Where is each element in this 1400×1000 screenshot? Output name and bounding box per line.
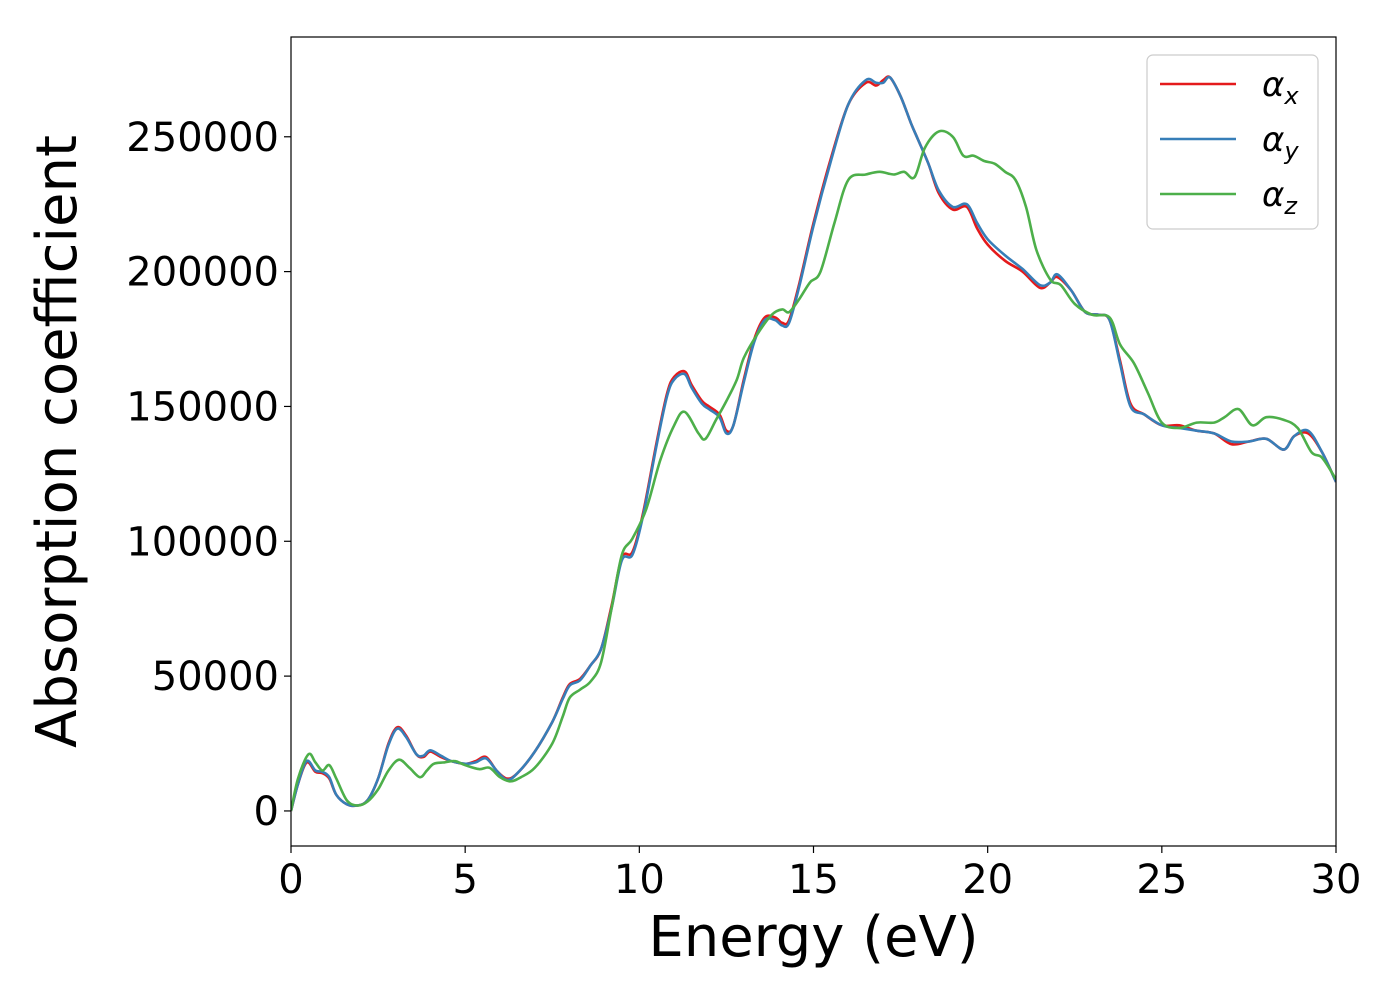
legend-box (1146, 54, 1319, 230)
y-tick-label: 200000 (126, 250, 279, 296)
x-tick-label: 30 (1311, 857, 1362, 903)
x-tick-labels: 0 5 10 15 20 25 30 (278, 846, 1361, 903)
legend-label-z: αz (1262, 175, 1298, 220)
x-tick-label: 5 (452, 857, 477, 903)
x-tick-label: 0 (278, 857, 303, 903)
legend-label-y: αy (1262, 120, 1299, 165)
y-tick-label: 50000 (152, 654, 279, 700)
y-tick-label: 0 (254, 789, 279, 835)
x-tick-label: 10 (614, 857, 665, 903)
plot-frame (290, 36, 1337, 847)
legend-label-x: αx (1262, 65, 1299, 110)
plot-area (291, 75, 1336, 812)
x-tick-label: 20 (962, 857, 1013, 903)
x-axis-title: Energy (eV) (648, 905, 978, 970)
y-tick-labels: 0 50000 100000 150000 200000 250000 (126, 115, 291, 835)
y-axis-title: Absorption coefficient (25, 135, 90, 748)
legend: αx αy αz (1146, 54, 1319, 230)
series-line-z (291, 129, 1336, 812)
y-tick-label: 100000 (126, 519, 279, 565)
x-tick-label: 15 (788, 857, 839, 903)
y-tick-label: 150000 (126, 384, 279, 430)
x-tick-label: 25 (1136, 857, 1187, 903)
y-tick-label: 250000 (126, 115, 279, 161)
